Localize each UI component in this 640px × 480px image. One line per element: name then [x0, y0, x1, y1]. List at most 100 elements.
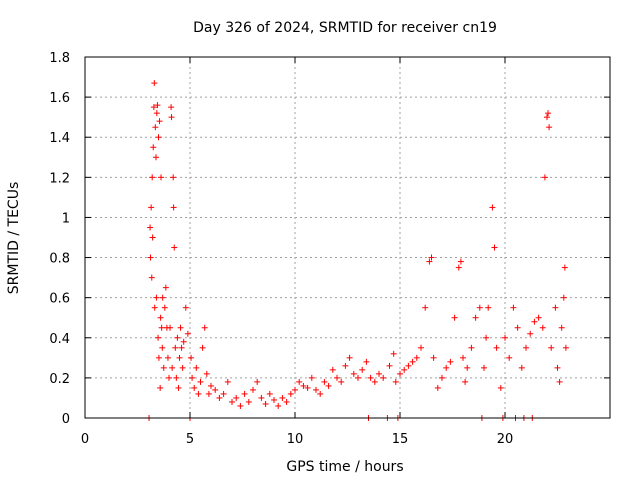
- data-point: [363, 358, 370, 365]
- data-point: [292, 386, 298, 393]
- data-point: [171, 244, 178, 251]
- data-point: [300, 382, 307, 389]
- data-point: [153, 294, 160, 301]
- data-point: [156, 118, 163, 125]
- data-point: [169, 364, 176, 371]
- data-point: [287, 390, 294, 397]
- data-point: [159, 294, 166, 301]
- data-point: [170, 204, 177, 211]
- data-point: [541, 174, 548, 181]
- data-point: [506, 354, 513, 361]
- x-axis: 0 5 10 15 20: [81, 57, 513, 447]
- data-point: [386, 362, 393, 369]
- x-tick-label: 10: [287, 432, 304, 447]
- data-point: [189, 374, 196, 381]
- data-point: [552, 304, 559, 311]
- data-point: [160, 364, 167, 371]
- data-point: [182, 304, 189, 311]
- data-point: [317, 390, 324, 397]
- data-point: [175, 384, 182, 391]
- data-point: [173, 374, 180, 381]
- data-point: [367, 374, 374, 381]
- data-point: [472, 314, 479, 321]
- y-axis: 0 0.2 0.4 0.6 0.8 1 1.2 1.4 1.6 1.8: [49, 51, 610, 427]
- data-point: [155, 354, 162, 361]
- data-point: [271, 396, 277, 403]
- data-point: [208, 382, 214, 389]
- data-point: [149, 234, 156, 241]
- data-point: [443, 364, 450, 371]
- data-point: [359, 366, 366, 373]
- data-point: [497, 384, 504, 391]
- x-tick-label: 15: [392, 432, 409, 447]
- x-axis-label: GPS time / hours: [286, 459, 403, 475]
- data-point: [224, 378, 231, 385]
- data-point: [233, 394, 240, 401]
- data-point: [158, 174, 165, 181]
- data-point: [409, 358, 416, 365]
- data-point: [191, 384, 198, 391]
- data-point: [380, 374, 387, 381]
- data-point: [161, 304, 168, 311]
- data-point: [502, 334, 508, 341]
- y-tick-label: 1.8: [49, 51, 70, 66]
- data-point: [401, 366, 408, 373]
- data-point: [279, 394, 286, 401]
- data-point: [153, 110, 160, 117]
- data-point: [155, 334, 162, 341]
- x-tick-label: 0: [81, 432, 89, 447]
- data-point: [168, 114, 175, 121]
- data-point: [155, 134, 162, 141]
- data-point: [178, 344, 185, 351]
- y-tick-label: 0.4: [49, 332, 70, 347]
- data-point: [371, 378, 378, 385]
- data-point: [313, 386, 319, 393]
- plot-frame: [84, 56, 611, 419]
- data-point: [523, 344, 529, 351]
- data-point: [321, 378, 328, 385]
- data-point: [418, 344, 424, 351]
- data-point: [334, 374, 340, 381]
- data-point: [355, 374, 361, 381]
- data-point: [392, 378, 399, 385]
- data-point: [457, 258, 464, 265]
- data-point: [199, 344, 206, 351]
- data-point: [514, 324, 521, 331]
- data-point: [157, 384, 164, 391]
- data-point: [174, 334, 181, 341]
- data-series: [146, 80, 569, 421]
- data-point: [460, 354, 466, 361]
- data-point: [150, 144, 157, 151]
- y-axis-label: SRMTID / TECUs: [6, 182, 22, 295]
- data-point: [527, 330, 534, 337]
- data-point: [476, 304, 483, 311]
- data-point: [164, 354, 171, 361]
- data-point: [535, 314, 542, 321]
- data-point: [166, 374, 172, 381]
- data-point: [180, 338, 187, 345]
- data-point: [275, 402, 282, 409]
- data-point: [434, 384, 441, 391]
- data-point: [157, 314, 164, 321]
- data-point: [562, 344, 569, 351]
- data-point: [188, 354, 195, 361]
- data-point: [560, 294, 567, 301]
- data-point: [177, 324, 184, 331]
- data-point: [518, 364, 525, 371]
- data-point: [258, 394, 265, 401]
- y-tick-label: 0.6: [49, 292, 70, 307]
- data-point: [468, 344, 475, 351]
- data-point: [561, 264, 568, 271]
- data-point: [350, 370, 357, 377]
- data-point: [422, 304, 429, 311]
- data-point: [531, 318, 538, 325]
- data-point: [262, 400, 269, 407]
- data-point: [152, 124, 159, 131]
- data-point: [439, 374, 445, 381]
- data-point: [216, 394, 223, 401]
- data-point: [390, 350, 397, 357]
- data-point: [405, 362, 412, 369]
- data-point: [172, 344, 179, 351]
- y-tick-label: 1.2: [49, 171, 70, 186]
